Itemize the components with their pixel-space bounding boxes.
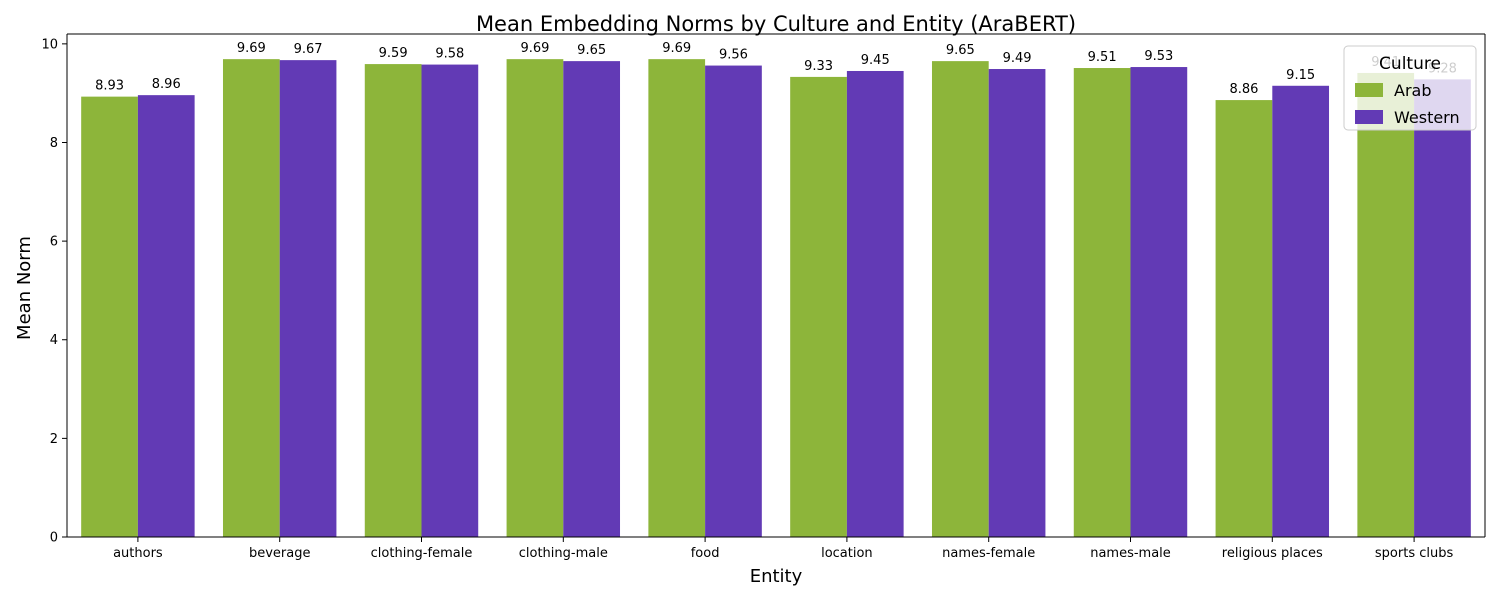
x-tick-label: names-male [1090, 546, 1171, 561]
legend-label-arab: Arab [1394, 81, 1431, 100]
x-tick-label: location [821, 546, 873, 561]
y-tick-label: 6 [50, 235, 58, 250]
bar-arab-names-male [1073, 68, 1131, 537]
data-label: 8.86 [1229, 82, 1258, 97]
y-tick-label: 10 [41, 37, 58, 52]
x-tick-label: clothing-male [519, 546, 608, 561]
x-tick-label: authors [113, 546, 163, 561]
data-label: 9.49 [1003, 51, 1032, 66]
legend-title: Culture [1379, 54, 1441, 74]
data-label: 9.67 [294, 42, 323, 57]
bar-arab-clothing-male [506, 59, 564, 538]
bar-western-beverage [279, 60, 337, 537]
x-tick-label: names-female [942, 546, 1035, 561]
bar-western-clothing-female [421, 64, 479, 537]
y-tick-label: 2 [50, 432, 58, 447]
data-label: 8.93 [95, 79, 124, 94]
data-label: 9.69 [520, 41, 549, 56]
data-label: 9.59 [379, 46, 408, 61]
bar-western-religious-places [1272, 85, 1330, 537]
data-label: 9.69 [237, 41, 266, 56]
bar-western-authors [137, 95, 195, 537]
y-tick-label: 8 [50, 136, 58, 151]
y-tick-label: 4 [50, 333, 58, 348]
axes-layer: 0 2 4 6 8 10 authors beverage clothing-female clo… [41, 33, 1486, 561]
x-tick-label: beverage [249, 546, 311, 561]
legend-label-western: Western [1394, 108, 1460, 127]
data-label: 8.96 [152, 77, 181, 92]
x-tick-label: clothing-female [371, 546, 473, 561]
bar-arab-clothing-female [364, 64, 422, 538]
bar-arab-authors [81, 96, 138, 538]
data-label: 9.53 [1144, 49, 1173, 64]
bar-arab-location [790, 76, 847, 537]
data-label: 9.69 [662, 41, 691, 56]
x-tick-label: religious places [1222, 546, 1323, 561]
bar-western-names-female [988, 69, 1046, 537]
bar-western-location [846, 70, 904, 537]
data-label: 9.65 [946, 43, 975, 58]
legend: Culture Arab Western [1343, 45, 1477, 131]
data-label: 9.15 [1286, 68, 1315, 83]
bar-western-sports-clubs [1414, 79, 1471, 538]
bar-western-food [705, 65, 762, 537]
data-labels-layer: 8.939.699.599.699.699.339.659.518.869.41… [95, 41, 1457, 97]
data-label: 9.65 [577, 43, 606, 58]
bar-arab-religious-places [1215, 100, 1273, 538]
y-tick-label: 0 [50, 531, 58, 546]
bar-arab-names-female [931, 61, 989, 537]
legend-swatch-western [1355, 110, 1383, 124]
bars-layer [81, 59, 1471, 538]
chart-title: Mean Embedding Norms by Culture and Enti… [476, 12, 1076, 36]
bar-western-clothing-male [563, 61, 621, 537]
data-label: 9.56 [719, 48, 748, 63]
legend-box [1343, 45, 1477, 131]
x-axis-label: Entity [750, 566, 803, 587]
legend-swatch-arab [1355, 83, 1383, 97]
bar-western-names-male [1130, 67, 1188, 538]
bar-arab-beverage [222, 59, 280, 538]
bar-arab-food [648, 59, 706, 538]
x-tick-label: sports clubs [1375, 546, 1454, 561]
y-axis-label: Mean Norm [14, 236, 35, 340]
data-label: 9.58 [435, 47, 464, 62]
data-label: 9.33 [804, 59, 833, 74]
bar-arab-sports-clubs [1357, 72, 1415, 538]
x-tick-label: food [691, 546, 720, 561]
data-label: 9.45 [861, 53, 890, 68]
data-label: 9.51 [1088, 50, 1117, 65]
